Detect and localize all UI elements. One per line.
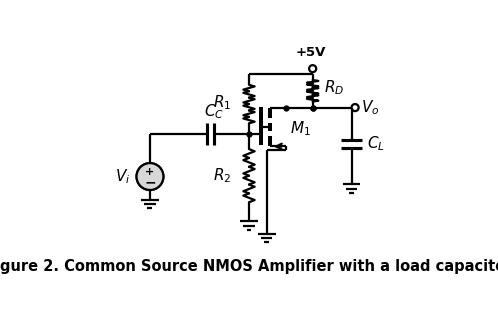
Text: +5V: +5V bbox=[296, 46, 326, 59]
Text: $M_1$: $M_1$ bbox=[290, 120, 311, 138]
Text: $R_1$: $R_1$ bbox=[213, 93, 231, 112]
Text: −: − bbox=[144, 175, 156, 189]
Text: $R_D$: $R_D$ bbox=[324, 78, 344, 97]
Text: Figure 2. Common Source NMOS Amplifier with a load capacitor: Figure 2. Common Source NMOS Amplifier w… bbox=[0, 259, 498, 274]
Text: +: + bbox=[145, 167, 154, 177]
Circle shape bbox=[136, 163, 163, 190]
Text: $C_C$: $C_C$ bbox=[204, 102, 224, 121]
Text: $C_L$: $C_L$ bbox=[368, 134, 385, 153]
Text: $R_2$: $R_2$ bbox=[213, 166, 231, 185]
Text: $V_o$: $V_o$ bbox=[362, 98, 380, 117]
Text: $V_i$: $V_i$ bbox=[115, 167, 130, 186]
